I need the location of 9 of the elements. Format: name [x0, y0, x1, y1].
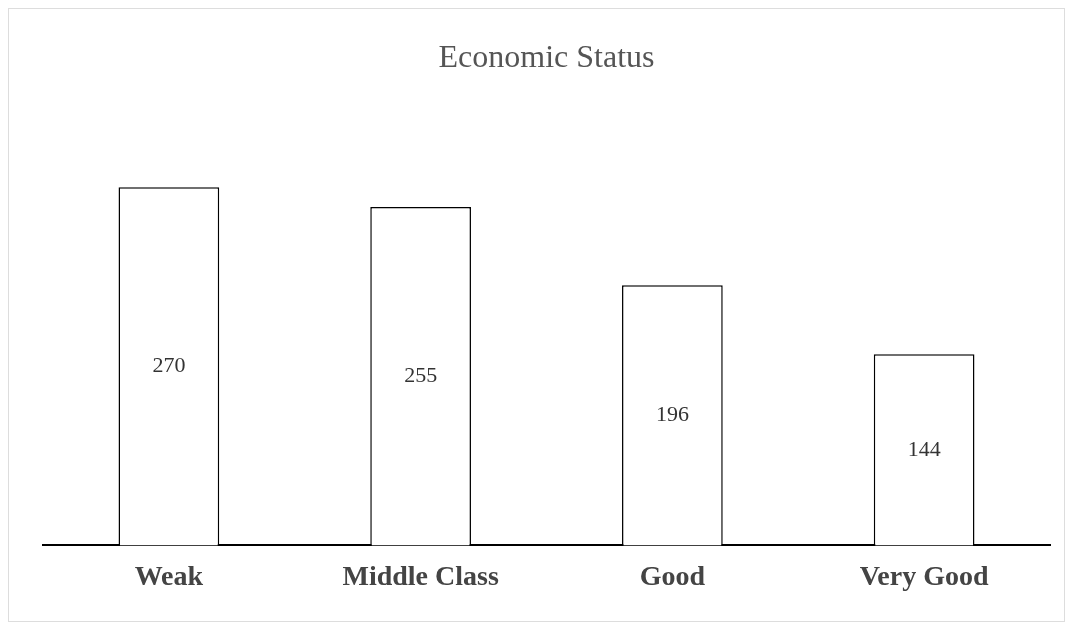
x-tick-label: Middle Class — [342, 560, 499, 592]
data-label: 255 — [404, 362, 438, 388]
x-tick-label: Weak — [134, 560, 204, 592]
data-label: 144 — [907, 435, 941, 461]
chart-title: Economic Status — [438, 37, 655, 74]
data-label: 196 — [655, 401, 689, 427]
x-tick-label: Very Good — [859, 560, 989, 592]
x-tick-label: Good — [639, 560, 706, 592]
data-label: 270 — [152, 352, 186, 378]
